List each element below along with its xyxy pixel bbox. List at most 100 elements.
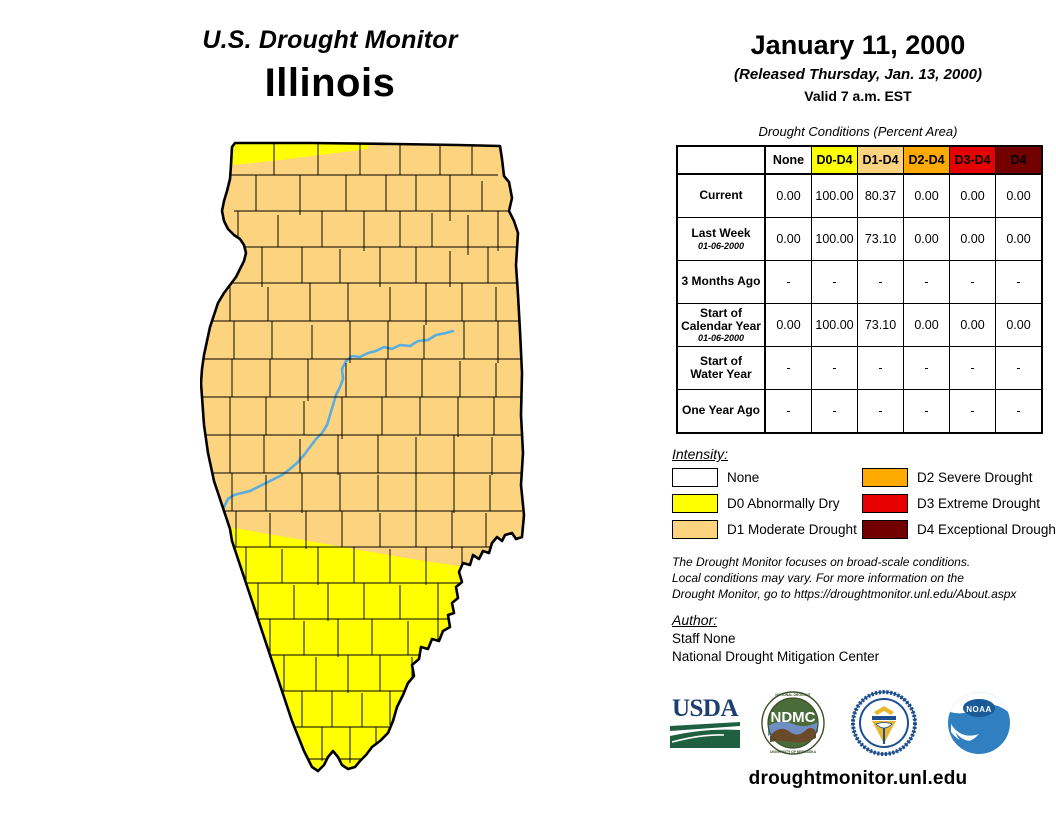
table-header-row: None D0-D4 D1-D4 D2-D4 D3-D4 D4 [677,145,1043,175]
column-header-d2-d4: D2-D4 [903,145,950,175]
row-label-one-year-ago: One Year Ago [676,389,766,434]
author-organization: National Drought Mitigation Center [672,649,880,664]
cell-calyear-d3d4: 0.00 [949,303,996,347]
cell-current-d0d4: 100.00 [811,173,858,218]
cell-wateryear-d3d4: - [949,346,996,390]
table-row: One Year Ago - - - - - - [676,389,1043,434]
legend-title: Intensity: [672,446,729,462]
legend-item-d4: D4 Exceptional Drought [862,520,1056,539]
map-title-block: U.S. Drought Monitor Illinois [0,26,660,106]
table-caption: Drought Conditions (Percent Area) [758,124,958,139]
cell-current-d4: 0.00 [995,173,1043,218]
table-body: Current 0.00 100.00 80.37 0.00 0.00 0.00… [676,173,1043,434]
legend-item-d2: D2 Severe Drought [862,468,1052,487]
table-corner-cell [677,146,766,175]
swatch-none-icon [672,468,718,487]
cell-oneyear-d4: - [995,389,1043,434]
row-label-current: Current [676,173,766,218]
cell-lastweek-none: 0.00 [764,217,812,261]
table-row: Start of Water Year - - - - - - [676,346,1043,390]
cell-oneyear-d0d4: - [811,389,858,434]
cell-lastweek-d2d4: 0.00 [903,217,950,261]
svg-text:NOAA: NOAA [966,705,992,714]
row-label-3-months-ago: 3 Months Ago [676,260,766,304]
map-drought-fills [201,143,524,771]
disclaimer-line-3: Drought Monitor, go to https://droughtmo… [672,586,1017,601]
noaa-logo-icon: NOAA [948,692,1010,754]
site-url: droughtmonitor.unl.edu [748,768,968,789]
report-header: January 11, 2000 (Released Thursday, Jan… [660,30,1056,104]
swatch-d4-icon [862,520,908,539]
cell-calyear-d2d4: 0.00 [903,303,950,347]
table-row: 3 Months Ago - - - - - - [676,260,1043,304]
cell-3months-none: - [764,260,812,304]
intensity-legend: Intensity: None D2 Severe Drought D0 Abn… [672,446,1056,539]
cell-3months-d1d4: - [857,260,904,304]
svg-text:UNIVERSITY OF NEBRASKA: UNIVERSITY OF NEBRASKA [770,750,817,754]
row-label-text: Start of Water Year [690,353,752,381]
table-row: Last Week 01-06-2000 0.00 100.00 73.10 0… [676,217,1043,261]
row-label-text: One Year Ago [681,403,761,418]
table-row: Start of Calendar Year 01-06-2000 0.00 10… [676,303,1043,347]
page-title: U.S. Drought Monitor [202,26,458,54]
legend-item-d1: D1 Moderate Drought [672,520,862,539]
cell-lastweek-d1d4: 73.10 [857,217,904,261]
column-header-d3-d4: D3-D4 [949,145,996,175]
row-label-date: 01-06-2000 [697,333,745,344]
cell-oneyear-d1d4: - [857,389,904,434]
svg-text:NDMC: NDMC [771,709,816,726]
disclaimer-text: The Drought Monitor focuses on broad-sca… [672,555,1047,602]
swatch-d1-icon [672,520,718,539]
table-row: Current 0.00 100.00 80.37 0.00 0.00 0.00 [676,173,1043,218]
row-label-text: Last Week [691,226,751,241]
disclaimer-line-2: Local conditions may vary. For more info… [672,570,964,585]
column-header-d4: D4 [995,145,1043,175]
report-date: January 11, 2000 [750,30,966,60]
cell-lastweek-d4: 0.00 [995,217,1043,261]
legend-item-d0: D0 Abnormally Dry [672,494,862,513]
cell-current-d1d4: 80.37 [857,173,904,218]
cell-lastweek-d0d4: 100.00 [811,217,858,261]
dept-commerce-logo-icon [851,690,917,756]
illinois-map-svg [200,141,526,773]
cell-calyear-d0d4: 100.00 [811,303,858,347]
cell-3months-d0d4: - [811,260,858,304]
report-valid-time: Valid 7 a.m. EST [804,88,912,104]
legend-grid: None D2 Severe Drought D0 Abnormally Dry… [672,468,1056,539]
illinois-drought-map [200,135,560,795]
disclaimer-line-1: The Drought Monitor focuses on broad-sca… [672,555,971,569]
usda-logo-icon: USDA [670,695,740,748]
partner-logos: USDA NDMC NATIONAL DROUGHT UNIVERSITY OF… [660,690,1056,760]
legend-label-d3: D3 Extreme Drought [917,496,1041,511]
cell-calyear-d4: 0.00 [995,303,1043,347]
cell-3months-d2d4: - [903,260,950,304]
cell-oneyear-d3d4: - [949,389,996,434]
svg-text:USDA: USDA [672,695,739,722]
legend-item-d3: D3 Extreme Drought [862,494,1052,513]
cell-3months-d4: - [995,260,1043,304]
cell-current-none: 0.00 [764,173,812,218]
row-label-start-calendar-year: Start of Calendar Year 01-06-2000 [676,303,766,347]
author-title: Author: [672,612,718,628]
cell-calyear-d1d4: 73.10 [857,303,904,347]
cell-current-d3d4: 0.00 [949,173,996,218]
legend-label-d1: D1 Moderate Drought [727,522,857,537]
cell-oneyear-d2d4: - [903,389,950,434]
legend-label-d4: D4 Exceptional Drought [917,522,1056,537]
legend-label-none: None [727,470,760,485]
author-name: Staff None [672,631,736,646]
column-header-d1-d4: D1-D4 [857,145,904,175]
author-block: Author: Staff None National Drought Miti… [672,612,1047,664]
row-label-text: Current [699,188,743,203]
cell-wateryear-d1d4: - [857,346,904,390]
swatch-d0-icon [672,494,718,513]
cell-wateryear-d0d4: - [811,346,858,390]
column-header-none: None [764,145,812,175]
cell-current-d2d4: 0.00 [903,173,950,218]
legend-label-d2: D2 Severe Drought [917,470,1033,485]
legend-item-none: None [672,468,862,487]
swatch-d2-icon [862,468,908,487]
cell-oneyear-none: - [764,389,812,434]
county-boundaries [201,143,524,763]
